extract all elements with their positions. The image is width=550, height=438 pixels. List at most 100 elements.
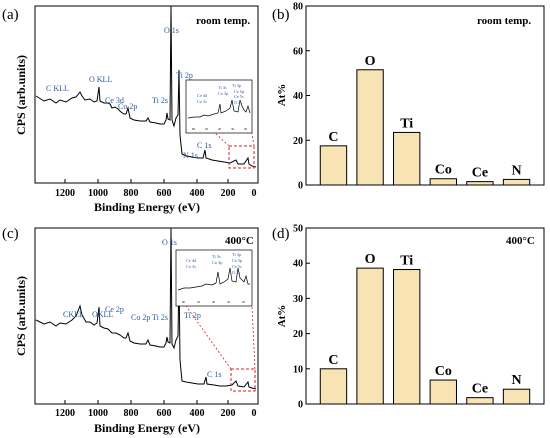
bar-n: [502, 388, 531, 405]
peak-label: N 1s: [183, 151, 198, 160]
panel-a-xlabel: Binding Energy (eV): [94, 200, 200, 214]
panel-c-xticks: 1200 1000 800 600 400 200 0: [55, 408, 257, 419]
bar-label-co: Co: [435, 163, 452, 178]
inset-label: Co 3p: [212, 260, 222, 265]
panel-b-condition: room temp.: [477, 15, 531, 27]
peak-label: Ce 2p: [105, 305, 124, 314]
x-tick-label: 800: [124, 188, 139, 199]
y-tick-label: 80: [293, 2, 303, 13]
panel-b-yticks: 0 20 40 60 80: [293, 2, 310, 192]
bar-co: [429, 379, 457, 405]
panel-c: (c) 400°C CKLL OKLL Ce 2p Co 2p Ti 2s O …: [2, 226, 259, 435]
x-tick-label: 0: [252, 188, 257, 199]
bar-co: [429, 178, 457, 186]
bar-label-ti: Ti: [400, 116, 413, 131]
bar-ti: [393, 269, 421, 405]
panel-a-spectrum: [35, 5, 257, 168]
bar-ce: [466, 181, 494, 186]
panel-a-zoom-line: [251, 132, 255, 147]
panel-a-xticks: 1200 1000 800 600 400 200 0: [55, 188, 257, 199]
panel-a-inset: Ti 3p O 2s Ce 4d Co 3s Co 3p Ti 3s Ce 5p…: [185, 79, 253, 134]
y-tick-label: 40: [293, 259, 303, 270]
peak-label: Ti 2s: [152, 96, 168, 105]
x-tick-label: 1000: [88, 408, 108, 419]
bar-label-ti: Ti: [400, 254, 413, 269]
inset-label: Co 3p: [218, 91, 228, 96]
panel-c-zoom-line: [251, 305, 256, 370]
bar-label-o: O: [365, 252, 376, 267]
panel-b: (b) room temp. At% C O Ti Co Ce N 0 20 40 60 80: [272, 2, 545, 192]
inset-label: Ce 5p: [234, 89, 244, 94]
x-tick-label: 0: [252, 408, 257, 419]
bar-label-c: C: [328, 353, 338, 368]
x-tick-label: 1200: [55, 408, 75, 419]
panel-a: (a) room temp. C KLL O KLL Ce 3d Co 2p T…: [2, 5, 259, 214]
panel-d-bars: C O Ti Co Ce N: [319, 252, 531, 405]
peak-label: C 1s: [197, 141, 211, 150]
panel-a-peak-labels: C KLL O KLL Ce 3d Co 2p Ti 2s O 1s Ti 2p…: [46, 26, 211, 160]
panel-a-zoom-box: [228, 145, 255, 169]
peak-label: CKLL: [63, 310, 84, 319]
panel-c-inset: Ce 4d Co 3s Ti 3s Co 3p Ti 3p Ce 5p Ce 5…: [175, 249, 253, 307]
svg-text:30: 30: [231, 127, 235, 131]
inset-label: Ti 3p: [232, 252, 241, 257]
inset-label: Co 3s: [197, 99, 207, 104]
panel-d-frame: [305, 227, 545, 405]
inset-label: O 2s: [234, 100, 242, 105]
panel-c-ylabel: CPS (arb.units): [14, 276, 28, 356]
peak-label: O KLL: [89, 75, 112, 84]
panel-a-zoom-line: [214, 132, 230, 147]
peak-label: Co 2p: [118, 102, 137, 111]
svg-text:40: 40: [218, 127, 222, 131]
panel-d-label: (d): [272, 226, 290, 242]
panel-a-frame: [34, 5, 259, 184]
bar-label-ce: Ce: [472, 166, 488, 181]
inset-label: Ce 5p: [232, 258, 242, 263]
x-tick-label: 400: [190, 188, 205, 199]
panel-b-bars: C O Ti Co Ce N: [319, 54, 531, 186]
svg-text:20: 20: [242, 300, 246, 304]
panel-c-inset-frame: [175, 249, 253, 307]
svg-text:60: 60: [182, 300, 186, 304]
panel-c-spectrum: [35, 227, 257, 390]
svg-text:60: 60: [192, 127, 196, 131]
peak-label: OKLL: [92, 310, 113, 319]
bar-label-n: N: [511, 163, 521, 178]
svg-text:40: 40: [212, 300, 216, 304]
x-tick-label: 600: [157, 408, 172, 419]
panel-a-ylabel: CPS (arb.units): [14, 55, 28, 135]
bar-o: [356, 69, 384, 186]
peak-label: Ti 2p: [176, 71, 193, 80]
inset-label: O 2s: [232, 270, 240, 275]
panel-b-ylabel: At%: [276, 84, 288, 107]
panel-c-label: (c): [2, 226, 19, 242]
inset-label: Ti 3s: [212, 254, 221, 259]
inset-label: Ce 5s: [234, 94, 244, 99]
y-tick-label: 30: [293, 294, 303, 305]
panel-a-condition: room temp.: [196, 15, 250, 27]
panel-b-label: (b): [272, 7, 290, 23]
y-tick-label: 20: [293, 136, 303, 147]
bar-label-o: O: [365, 54, 376, 69]
bar-label-n: N: [511, 373, 521, 388]
panel-c-zoom-box: [230, 368, 256, 392]
inset-label: Ce 4d: [197, 93, 208, 98]
panel-d-condition: 400°C: [506, 235, 535, 247]
y-tick-label: 20: [293, 329, 303, 340]
bar-ti: [393, 131, 421, 186]
panel-c-xlabel: Binding Energy (eV): [94, 421, 200, 435]
x-tick-label: 1000: [88, 188, 108, 199]
peak-label: Co 2p: [131, 313, 150, 322]
svg-text:20: 20: [244, 127, 248, 131]
peak-label: O 1s: [162, 238, 177, 247]
panel-c-condition: 400°C: [225, 235, 254, 247]
x-tick-label: 200: [221, 188, 236, 199]
x-tick-label: 400: [190, 408, 205, 419]
peak-label: Ce 3d: [105, 96, 124, 105]
y-tick-label: 0: [298, 400, 303, 411]
inset-label: Ti 3p: [232, 83, 241, 88]
x-tick-label: 600: [157, 188, 172, 199]
panel-d: (d) 400°C At% C O Ti Co Ce N 0 10 20 30 40 50: [272, 224, 545, 411]
panel-c-zoom-line: [185, 305, 232, 370]
